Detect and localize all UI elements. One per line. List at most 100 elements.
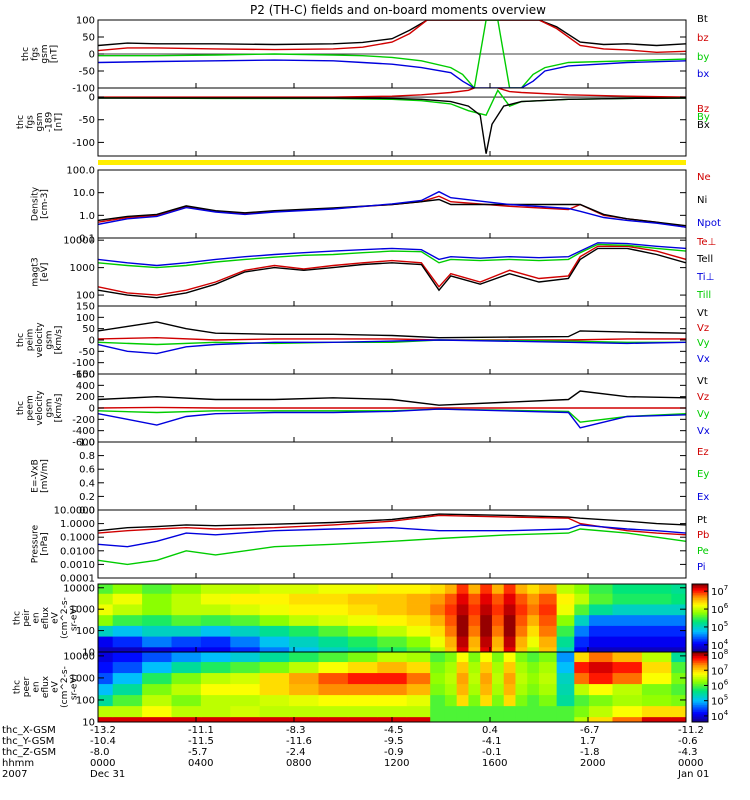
colorbar-base-peer-spectrogram-0: 10 <box>711 712 724 723</box>
heatmap-cell-peer-spectrogram-3-16 <box>480 683 493 696</box>
heatmap-cell-peir-spectrogram-3-2 <box>142 614 172 626</box>
heatmap-cell-peir-spectrogram-6-4 <box>200 584 231 594</box>
colorbar-exp-peer-spectrogram-2: 6 <box>724 678 729 686</box>
heatmap-cell-peir-spectrogram-3-10 <box>377 614 408 626</box>
series-group-fgs-detrended <box>98 88 686 154</box>
heatmap-cell-peir-spectrogram-0-2 <box>142 646 172 653</box>
heatmap-cell-peir-spectrogram-3-8 <box>318 614 349 626</box>
heatmap-cell-peer-spectrogram-1-1 <box>112 705 143 718</box>
heatmap-cell-peir-spectrogram-4-19 <box>515 604 528 616</box>
xaxis-value-1-3: -9.5 <box>384 736 404 747</box>
heatmap-cell-peer-spectrogram-5-12 <box>430 661 446 674</box>
heatmap-cell-peer-spectrogram-0-20 <box>527 716 540 723</box>
heatmap-cell-peir-spectrogram-3-0 <box>98 614 114 626</box>
heatmap-cell-peer-spectrogram-0-12 <box>430 716 446 723</box>
ylabel-7-1: [nPa] <box>40 532 50 555</box>
ylabel-4-1: peim <box>26 329 36 352</box>
heatmap-cell-peer-spectrogram-2-6 <box>259 694 290 707</box>
colorbar-step-peer-spectrogram-23 <box>692 680 708 683</box>
heatmap-cell-peir-spectrogram-6-22 <box>556 584 575 594</box>
ytick-label-4-2: -50 <box>79 347 95 358</box>
heatmap-cell-peer-spectrogram-5-6 <box>259 661 290 674</box>
heatmap-cell-peir-spectrogram-3-27 <box>671 614 687 626</box>
ylabel-8-6: sr-eV) <box>70 605 80 631</box>
heatmap-cell-peir-spectrogram-1-25 <box>612 636 643 648</box>
heatmap-cell-peir-spectrogram-0-19 <box>515 646 528 653</box>
colorbar-step-peer-spectrogram-18 <box>692 688 708 691</box>
heatmap-cell-peer-spectrogram-0-15 <box>468 716 481 723</box>
heatmap-cell-peer-spectrogram-6-24 <box>588 652 613 663</box>
series-line-temperature-Te⊥ <box>98 245 686 296</box>
heatmap-cell-peer-spectrogram-1-5 <box>230 705 261 718</box>
colorbar-step-peer-spectrogram-39 <box>692 652 708 655</box>
heatmap-cell-peer-spectrogram-4-26 <box>641 672 672 685</box>
heatmap-cell-peir-spectrogram-5-2 <box>142 593 172 605</box>
heatmap-cell-peer-spectrogram-4-13 <box>444 672 458 685</box>
series-group-fgs <box>98 20 686 88</box>
ytick-label-0-3: 50 <box>82 33 95 44</box>
ytick-label-5-5: 400 <box>76 381 95 392</box>
colorbar-step-peir-spectrogram-34 <box>692 592 708 595</box>
colorbar-step-peir-spectrogram-38 <box>692 585 708 588</box>
heatmap-cell-peir-spectrogram-5-16 <box>480 593 493 605</box>
heatmap-cell-peir-spectrogram-3-7 <box>289 614 319 626</box>
colorbar-step-peir-spectrogram-20 <box>692 616 708 619</box>
heatmap-cell-peir-spectrogram-4-7 <box>289 604 319 616</box>
heatmap-cell-peer-spectrogram-5-4 <box>200 661 231 674</box>
colorbar-step-peir-spectrogram-30 <box>692 599 708 602</box>
colorbar-label-peir-spectrogram-3: 107 <box>711 584 728 598</box>
colorbar-step-peer-spectrogram-8 <box>692 706 708 709</box>
legend-velocity-1-Vy: Vy <box>697 338 710 349</box>
heatmap-cell-peer-spectrogram-3-13 <box>444 683 458 696</box>
colorbar-step-peir-spectrogram-18 <box>692 619 708 622</box>
heatmap-cell-peer-spectrogram-3-25 <box>612 683 643 696</box>
status-bar <box>98 160 686 165</box>
colorbar-step-peir-spectrogram-10 <box>692 633 708 636</box>
heatmap-cell-peer-spectrogram-0-16 <box>480 716 493 723</box>
ytick-label-6-1: 0.2 <box>79 492 95 503</box>
heatmap-cell-peir-spectrogram-0-14 <box>456 646 469 653</box>
heatmap-cell-peir-spectrogram-4-24 <box>588 604 613 616</box>
ylabel-0-0: thc <box>21 47 31 61</box>
heatmap-cell-peer-spectrogram-3-5 <box>230 683 261 696</box>
heatmap-cell-peir-spectrogram-6-1 <box>112 584 143 594</box>
heatmap-cell-peir-spectrogram-6-8 <box>318 584 349 594</box>
xaxis-value-1-4: -4.1 <box>482 736 502 747</box>
colorbar-step-peir-spectrogram-32 <box>692 595 708 599</box>
heatmap-cell-peir-spectrogram-6-0 <box>98 584 114 594</box>
heatmap-cell-peir-spectrogram-1-4 <box>200 636 231 648</box>
heatmap-cell-peir-spectrogram-3-24 <box>588 614 613 626</box>
colorbar-label-peer-spectrogram-0: 104 <box>711 709 729 723</box>
heatmap-cell-peer-spectrogram-3-11 <box>406 683 431 696</box>
colorbar-step-peir-spectrogram-24 <box>692 609 708 612</box>
heatmap-cell-peir-spectrogram-4-9 <box>347 604 378 616</box>
heatmap-cell-peer-spectrogram-5-8 <box>318 661 349 674</box>
heatmap-cell-peir-spectrogram-2-25 <box>612 625 643 637</box>
colorbar-label-peir-spectrogram-0: 104 <box>711 638 729 652</box>
colorbar-step-peer-spectrogram-4 <box>692 713 708 716</box>
legend-pressure-Pe: Pe <box>697 546 709 557</box>
colorbar-exp-peer-spectrogram-3: 7 <box>724 663 728 671</box>
heatmap-cell-peer-spectrogram-5-15 <box>468 661 481 674</box>
heatmap-cell-peer-spectrogram-0-14 <box>456 716 469 723</box>
heatmap-cell-peir-spectrogram-0-25 <box>612 646 643 653</box>
ytick-label-2-2: 10.0 <box>73 188 95 199</box>
heatmap-cell-peir-spectrogram-4-26 <box>641 604 672 616</box>
heatmap-cell-peer-spectrogram-6-0 <box>98 652 114 663</box>
colorbar-step-peir-spectrogram-37 <box>692 587 708 590</box>
heatmap-cell-peer-spectrogram-5-18 <box>503 661 516 674</box>
ytick-label-6-3: 0.6 <box>79 465 95 476</box>
legend-pressure-Pi: Pi <box>697 562 706 573</box>
heatmap-cell-peir-spectrogram-1-6 <box>259 636 290 648</box>
ylabel-2-1: [cm-3] <box>40 189 50 219</box>
heatmap-cell-peer-spectrogram-3-22 <box>556 683 575 696</box>
heatmap-cell-peir-spectrogram-0-23 <box>574 646 590 653</box>
panel-frame-electric-field <box>97 441 687 511</box>
heatmap-cell-peer-spectrogram-1-13 <box>444 705 458 718</box>
heatmap-cell-peer-spectrogram-0-3 <box>171 716 202 723</box>
colorbar-step-peer-spectrogram-27 <box>692 673 708 676</box>
